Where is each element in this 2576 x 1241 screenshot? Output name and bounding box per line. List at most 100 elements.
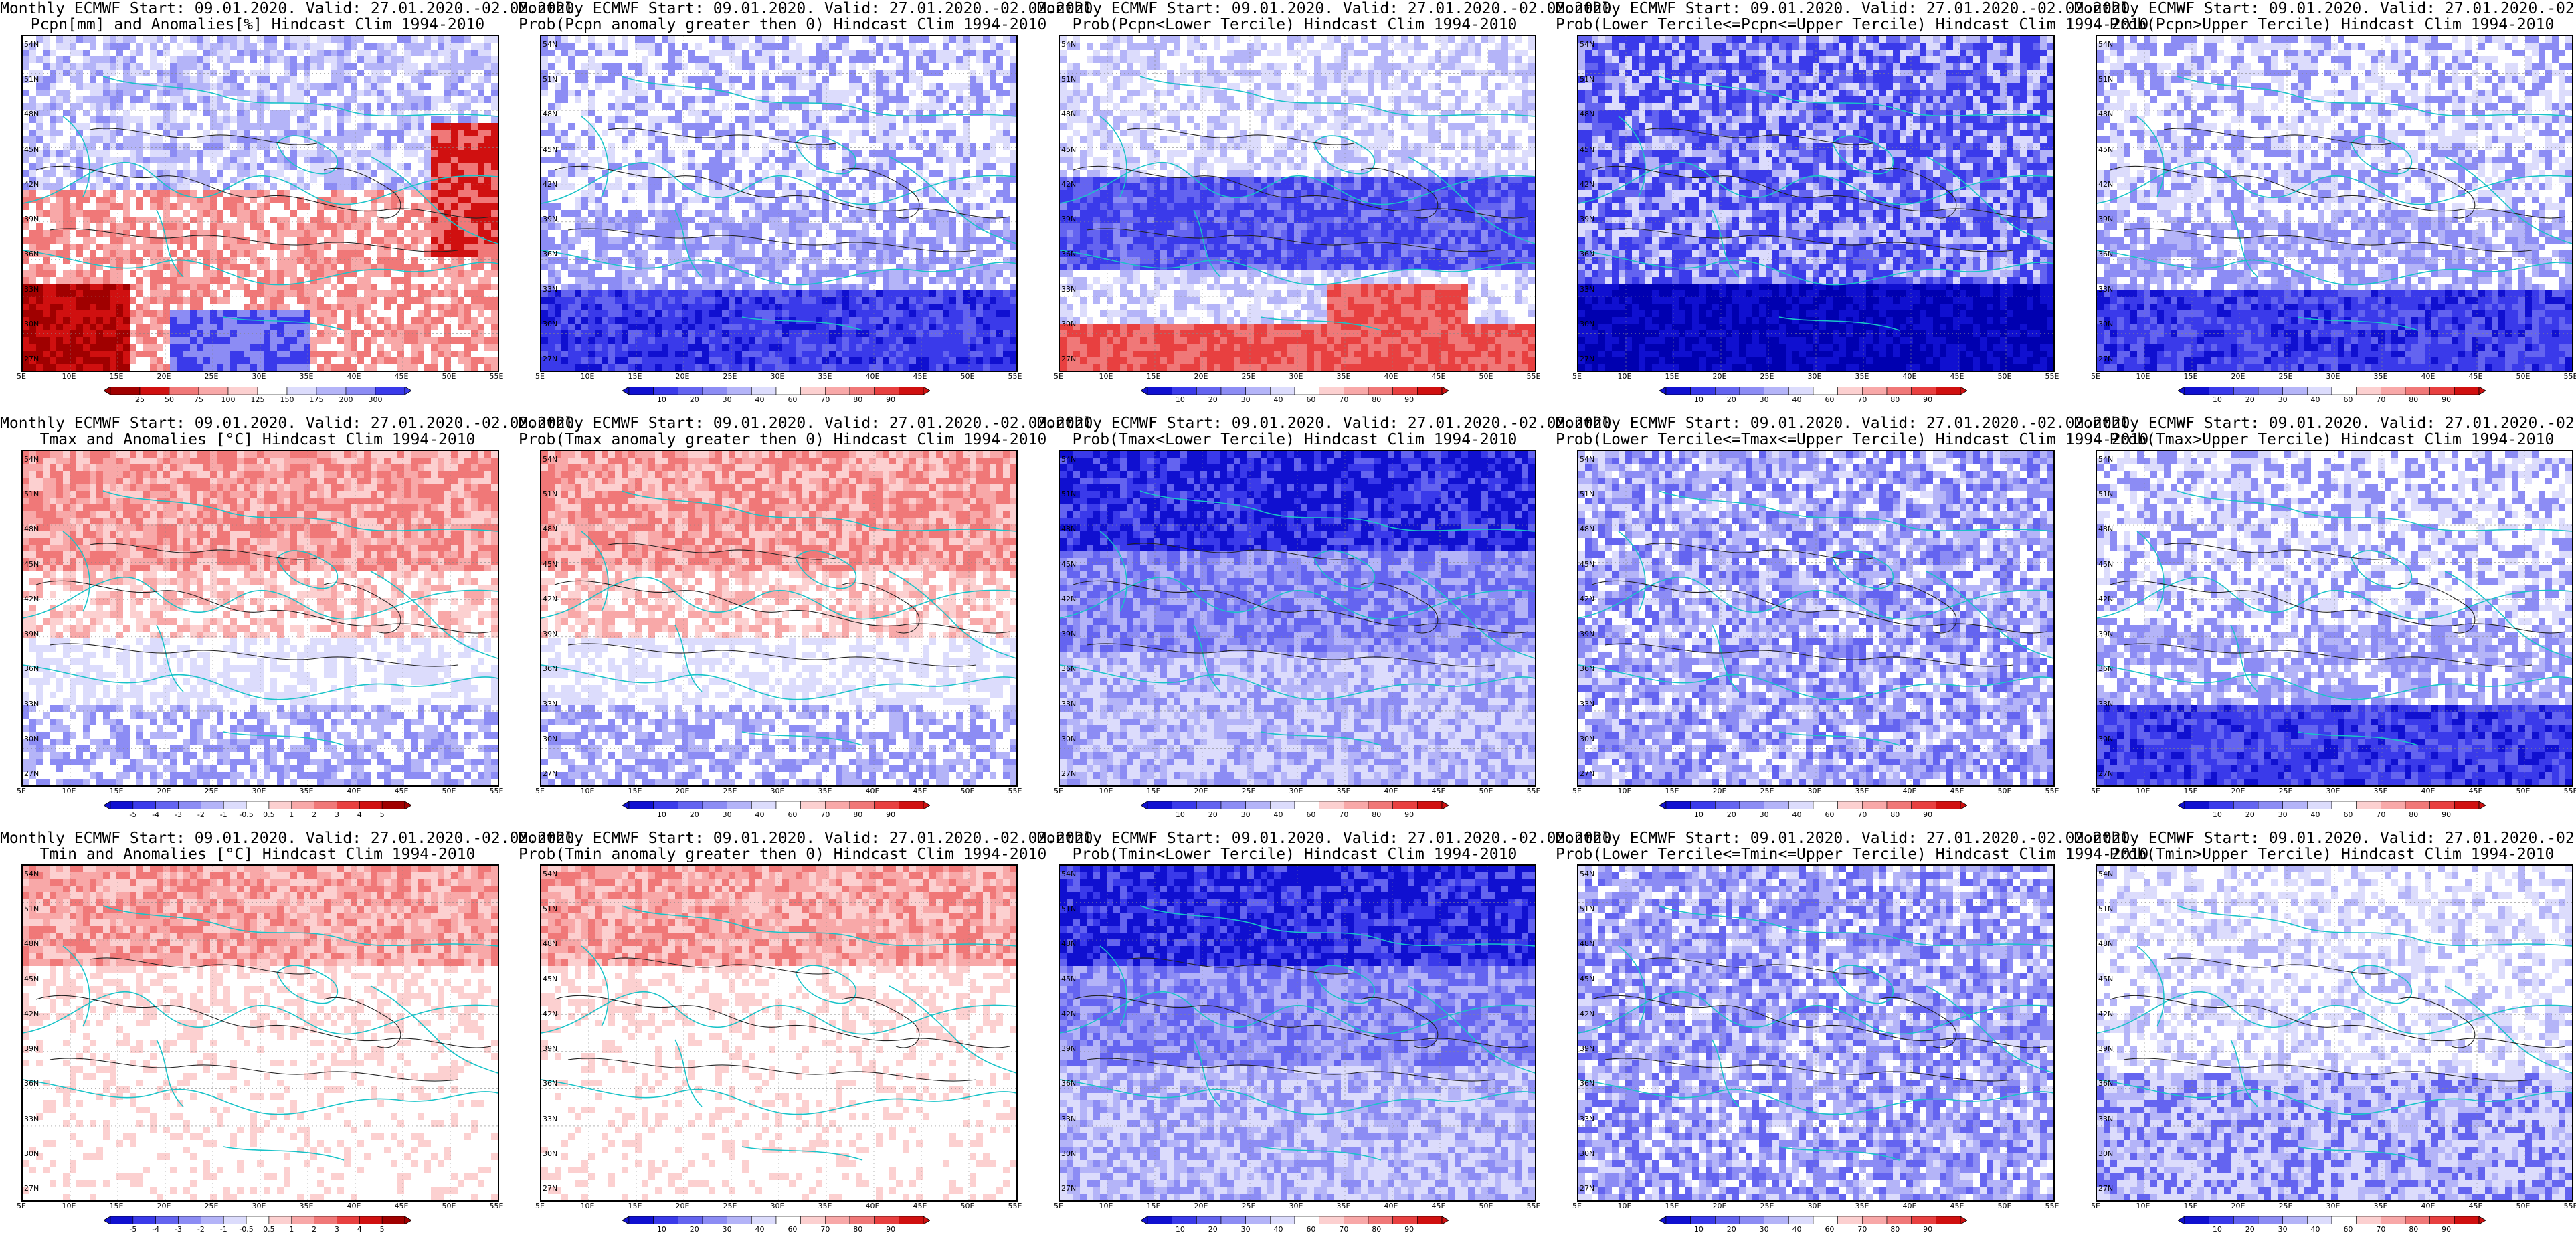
colour-bar-segment: [2381, 1216, 2405, 1224]
lon-label: 5E: [17, 372, 26, 381]
lat-label: 30N: [24, 735, 39, 743]
map-svg: [2097, 866, 2572, 1200]
colour-bar-label: 40: [2311, 1225, 2320, 1234]
colour-bar-label: 20: [1208, 810, 1218, 819]
lat-label: 36N: [24, 1079, 39, 1088]
panel-title-line2: Pcpn[mm] and Anomalies[%] Hindcast Clim …: [0, 16, 515, 33]
lat-label: 51N: [543, 490, 557, 498]
colour-bar-label: 50: [165, 395, 174, 404]
colour-bar-segment: [1417, 801, 1442, 809]
panel-title-line2: Prob(Tmax>Upper Tercile) Hindcast Clim 1…: [2074, 431, 2576, 448]
colour-bar-segment: [629, 1216, 654, 1224]
lon-label: 40E: [1903, 372, 1917, 381]
lon-label: 10E: [62, 372, 76, 381]
colour-bar: [104, 801, 411, 809]
colour-bar-label: -5: [129, 810, 136, 819]
colour-bar-segment: [2233, 387, 2258, 395]
colour-bar-segment: [1246, 1216, 1271, 1224]
lon-label: 25E: [2279, 372, 2293, 381]
colour-bar-segment: [1666, 1216, 1691, 1224]
panel-title-line1: Monthly ECMWF Start: 09.01.2020. Valid: …: [1037, 0, 1552, 17]
colour-bar-segment: [1196, 387, 1221, 395]
colour-bar-label: 30: [1241, 395, 1251, 404]
lat-label: 27N: [24, 1184, 39, 1193]
map-panel-tmax-prob-lower: Monthly ECMWF Start: 09.01.2020. Valid: …: [1037, 415, 1552, 826]
colour-bar: [2178, 387, 2486, 395]
lon-label: 40E: [1384, 372, 1398, 381]
colour-bar-segment: [1764, 387, 1789, 395]
colour-bar-label: 4: [357, 1225, 362, 1234]
colour-bar-label: -3: [175, 1225, 182, 1234]
lon-label: 15E: [1665, 787, 1679, 795]
colour-bar-segment: [228, 387, 258, 395]
lon-label: 35E: [300, 1202, 314, 1210]
lon-label: 40E: [1903, 1202, 1917, 1210]
lon-label: 45E: [2469, 372, 2483, 381]
colour-bar-segment: [179, 801, 201, 809]
colour-bar-label: 60: [1825, 810, 1834, 819]
lat-label: 54N: [24, 870, 39, 878]
colour-bar: [1659, 801, 1967, 809]
lat-label: 54N: [1580, 870, 1594, 878]
colour-bar-segment: [1838, 1216, 1863, 1224]
colour-bar-segment: [1813, 1216, 1838, 1224]
colour-bar-label: 60: [788, 1225, 797, 1234]
lon-label: 20E: [676, 1202, 690, 1210]
colour-bar-segment: [2332, 387, 2357, 395]
lon-label: 30E: [771, 1202, 785, 1210]
colour-bar-segment: [2381, 387, 2405, 395]
lon-label: 25E: [205, 1202, 219, 1210]
lon-label: 30E: [252, 787, 266, 795]
colour-bar-segment: [1715, 387, 1740, 395]
colour-bar-segment: [1862, 387, 1887, 395]
lon-label: 50E: [442, 787, 456, 795]
map-area: [1577, 450, 2055, 787]
colour-bar: [104, 1216, 411, 1224]
lat-label: 30N: [2098, 735, 2113, 743]
colour-bar-segment: [825, 1216, 850, 1224]
lon-label: 30E: [2326, 1202, 2340, 1210]
lat-label: 39N: [2098, 630, 2113, 638]
colour-bar-label: -4: [152, 810, 159, 819]
map-panel-tmin-prob-pos: Monthly ECMWF Start: 09.01.2020. Valid: …: [519, 830, 1034, 1241]
panel-title-line1: Monthly ECMWF Start: 09.01.2020. Valid: …: [2074, 0, 2576, 17]
lon-label: 25E: [723, 1202, 737, 1210]
lat-label: 30N: [24, 320, 39, 328]
lat-label: 51N: [1580, 75, 1594, 84]
colour-bar-segment: [2258, 387, 2283, 395]
colour-bar-segment: [1295, 387, 1319, 395]
colour-bar-label: 90: [886, 395, 895, 404]
lat-label: 54N: [1061, 40, 1076, 49]
colour-bar-label: 0.5: [263, 1225, 275, 1234]
lon-label: 55E: [490, 372, 504, 381]
lon-label: 50E: [1998, 1202, 2012, 1210]
lon-label: 5E: [2091, 1202, 2100, 1210]
colour-bar-label: 80: [1372, 395, 1381, 404]
colour-bar-arrow-left: [1659, 801, 1666, 809]
colour-bar-label: 80: [853, 395, 862, 404]
colour-bar-segment: [2332, 1216, 2357, 1224]
map-area: [2096, 864, 2573, 1202]
lon-label: 5E: [1572, 787, 1582, 795]
colour-bar-label: 5: [380, 810, 385, 819]
colour-bar-label: 10: [2213, 810, 2222, 819]
lon-label: 40E: [2421, 372, 2435, 381]
colour-bar: [2178, 801, 2486, 809]
lon-label: 50E: [2516, 372, 2531, 381]
colour-bar-segment: [179, 1216, 201, 1224]
colour-bar-segment: [316, 387, 346, 395]
colour-bar-segment: [1393, 1216, 1418, 1224]
colour-bar-segment: [1344, 1216, 1368, 1224]
lat-label: 30N: [2098, 320, 2113, 328]
lat-label: 27N: [1061, 1184, 1076, 1193]
lon-label: 40E: [347, 372, 361, 381]
lon-label: 5E: [535, 787, 545, 795]
colour-bar-segment: [201, 801, 223, 809]
colour-bar-label: 20: [2245, 395, 2255, 404]
panel-title-line2: Prob(Pcpn anomaly greater then 0) Hindca…: [519, 16, 1034, 33]
lon-label: 10E: [1618, 787, 1632, 795]
lon-label: 5E: [17, 1202, 26, 1210]
colour-bar-arrow-left: [2178, 801, 2185, 809]
lat-label: 42N: [24, 180, 39, 189]
lon-label: 5E: [17, 787, 26, 795]
